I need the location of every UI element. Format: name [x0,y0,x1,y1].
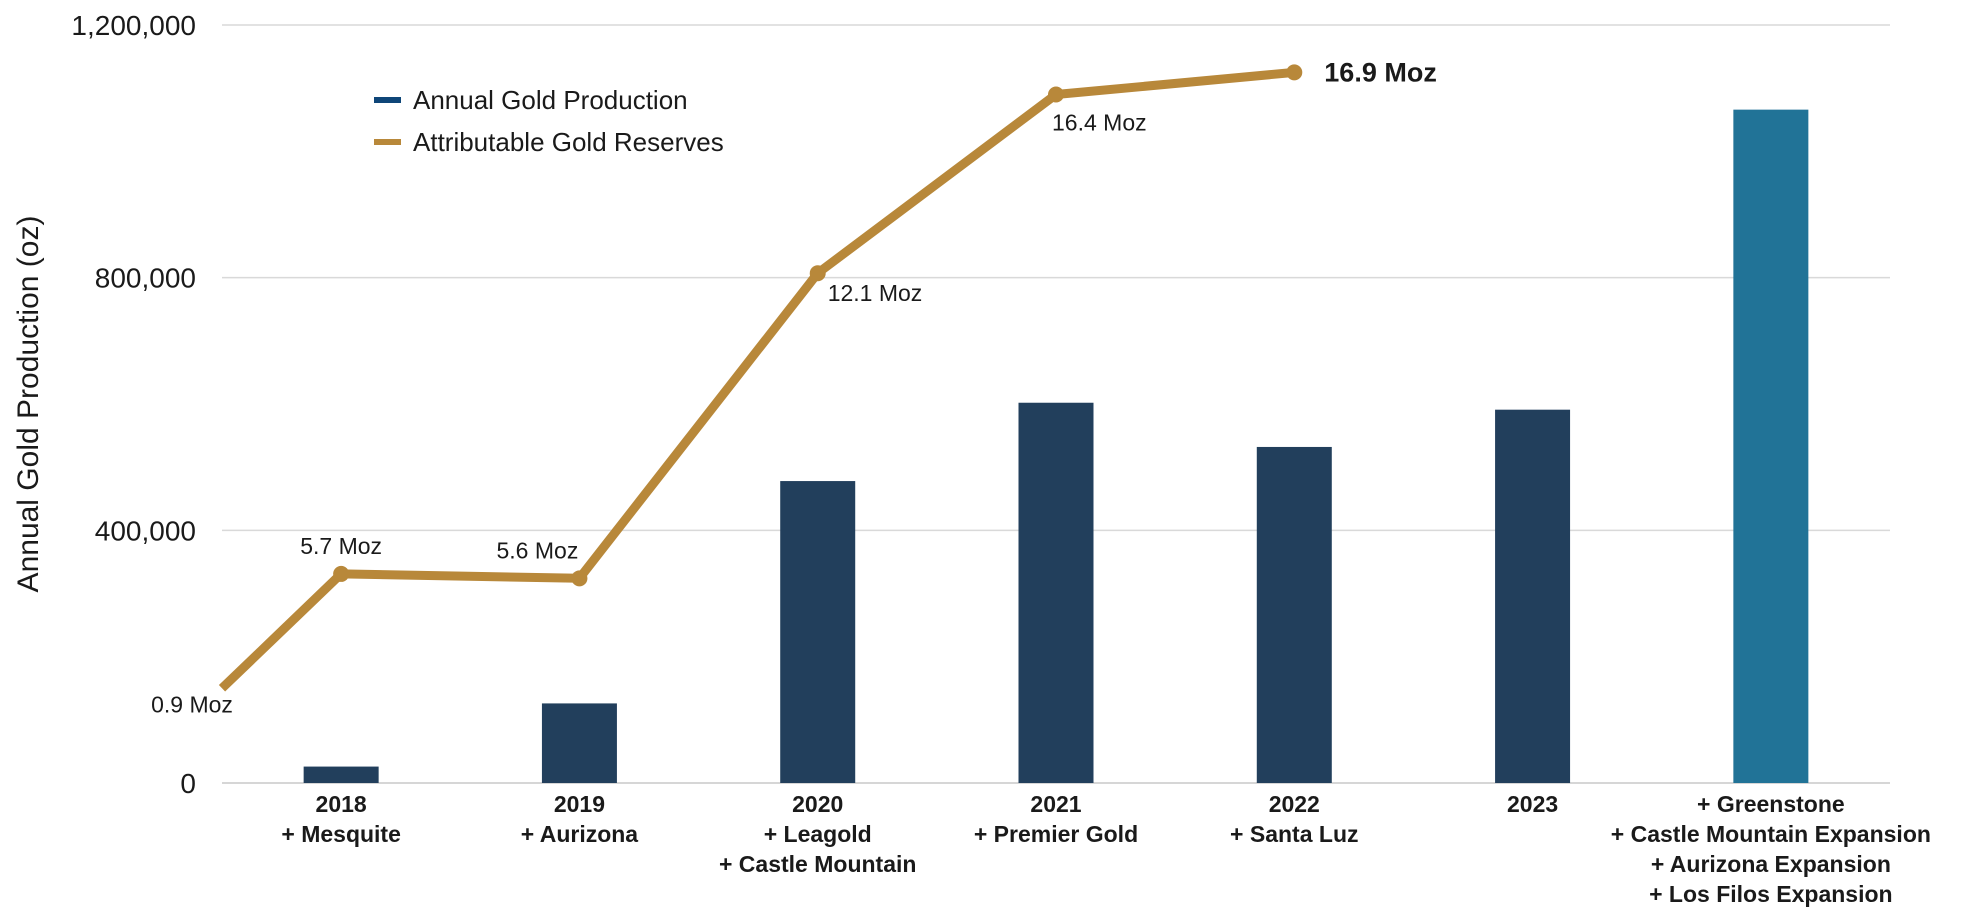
x-tick-label: + Mesquite [281,821,401,847]
x-tick-label: 2022 [1269,791,1320,817]
x-tick-label: 2023 [1507,791,1558,817]
reserves-data-label: 16.9 Moz [1324,57,1437,87]
x-tick-label: + Premier Gold [974,821,1138,847]
reserves-marker [571,570,588,587]
legend-key-production [374,97,401,103]
legend-label-reserves: Attributable Gold Reserves [413,127,724,157]
bar [1733,109,1809,784]
reserves-marker [1286,64,1303,81]
y-tick-label: 400,000 [95,515,196,546]
reserves-line-path [218,67,1295,692]
y-tick-label: 1,200,000 [71,10,196,41]
y-axis-ticks: 0 400,000 800,000 1,200,000 [71,10,196,799]
reserves-data-label: 5.7 Moz [300,533,382,559]
bar [541,703,617,783]
x-tick-label: + Aurizona [521,821,639,847]
reserves-marker [809,265,826,282]
legend-key-reserves [374,139,401,145]
legend: Annual Gold Production Attributable Gold… [374,85,724,157]
x-tick-label: + Los Filos Expansion [1649,881,1892,907]
x-tick-label: + Castle Mountain Expansion [1611,821,1931,847]
x-axis-labels: 2018 + Mesquite 2019 + Aurizona 2020 + Leagol… [281,791,1931,907]
bar [1018,402,1094,783]
x-tick-label: 2019 [554,791,605,817]
reserves-line: 0.9 Moz 5.7 Moz 5.6 Moz 12.1 Moz 16.4 Moz 16.… [151,57,1437,717]
x-tick-label: 2018 [316,791,367,817]
x-tick-label: + Leagold [764,821,872,847]
y-tick-label: 800,000 [95,263,196,294]
y-tick-label: 0 [180,768,196,799]
bar [1256,446,1332,783]
bars [303,109,1809,784]
reserves-data-label: 0.9 Moz [151,691,233,717]
reserves-marker [333,565,350,582]
x-tick-label: + Castle Mountain [719,851,916,877]
bar [780,481,856,783]
x-tick-label: + Santa Luz [1230,821,1358,847]
x-tick-label: 2021 [1030,791,1081,817]
x-tick-label: + Aurizona Expansion [1651,851,1891,877]
y-axis-label: Annual Gold Production (oz) [12,216,45,593]
x-tick-label: + Greenstone [1697,791,1845,817]
bar [303,766,379,783]
reserves-data-label: 5.6 Moz [497,537,579,563]
x-tick-label: 2020 [792,791,843,817]
reserves-marker [1048,86,1064,103]
bar [1495,409,1571,783]
reserves-data-label: 16.4 Moz [1052,109,1147,135]
reserves-data-label: 12.1 Moz [828,280,923,306]
legend-label-production: Annual Gold Production [413,85,688,115]
